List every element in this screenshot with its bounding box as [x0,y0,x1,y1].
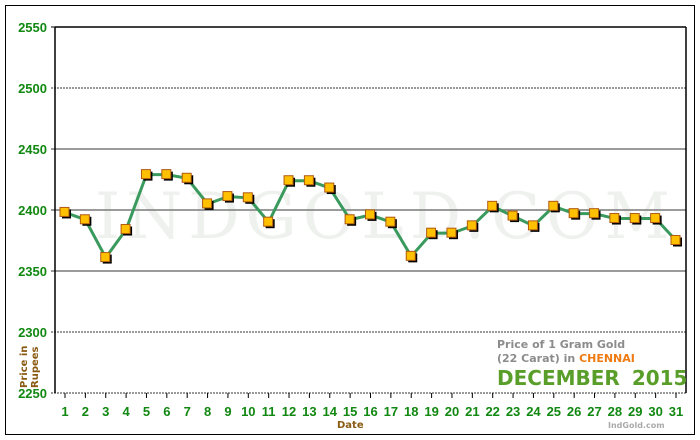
x-tick-label: 23 [506,404,520,419]
x-tick-label: 10 [241,404,255,419]
x-axis-title: Date [337,420,364,431]
data-point-marker [79,214,90,225]
site-credit: IndGold.com [608,421,665,430]
x-tick-label: 28 [608,404,622,419]
data-point-marker [405,250,416,261]
y-tick-label: 2400 [18,203,47,218]
x-tick-label: 20 [445,404,459,419]
x-tick-label: 12 [282,404,296,419]
y-tick-label: 2550 [18,20,47,35]
data-point-marker [609,213,620,224]
y-tick-label: 2350 [18,264,47,279]
caption-line2: (22 Carat) in CHENNAI [497,352,635,365]
x-tick-label: 4 [122,404,130,419]
x-tick-label: 9 [224,404,231,419]
x-tick-label: 6 [163,404,170,419]
x-tick-label: 30 [648,404,662,419]
y-axis-title: Price in Rupees [19,346,41,388]
x-tick-label: 18 [404,404,418,419]
x-axis-ticks: 1 2 3 4 5 6 7 8 9 10 11 12 13 14 15 16 17 18 19 20 21 22 23 24 2… [61,393,683,419]
data-point-marker [650,213,661,224]
data-point-marker [222,191,233,202]
svg-text:Price in: Price in [19,346,30,388]
x-tick-label: 29 [628,404,642,419]
data-point-marker [426,227,437,238]
x-tick-label: 24 [526,404,541,419]
data-point-marker [344,214,355,225]
data-point-marker [263,216,274,227]
x-tick-label: 1 [61,404,68,419]
data-point-marker [181,172,192,183]
data-point-marker [568,208,579,219]
data-point-marker [100,252,111,263]
data-point-marker [242,192,253,203]
x-tick-label: 3 [102,404,109,419]
x-tick-label: 21 [465,404,479,419]
data-point-marker [527,220,538,231]
data-point-marker [548,200,559,211]
x-tick-label: 19 [424,404,438,419]
caption-month-year: DECEMBER 2015 [497,366,687,390]
data-point-marker [120,224,131,235]
y-tick-label: 2300 [18,325,47,340]
data-point-marker [507,210,518,221]
data-point-marker [446,227,457,238]
x-tick-label: 8 [204,404,211,419]
x-tick-label: 14 [323,404,338,419]
x-tick-label: 16 [363,404,377,419]
data-point-marker [670,235,681,245]
y-tick-label: 2500 [18,81,47,96]
x-tick-label: 17 [384,404,398,419]
x-tick-label: 27 [587,404,601,419]
data-point-markers [59,169,682,264]
data-point-marker [140,169,151,180]
x-tick-label: 26 [567,404,581,419]
x-tick-label: 25 [547,404,561,419]
data-point-marker [324,182,335,193]
svg-text:Rupees: Rupees [30,346,41,388]
data-point-marker [283,175,294,186]
caption-line1: Price of 1 Gram Gold [497,338,625,351]
y-axis-ticks: 2250 2300 2350 2400 2450 2500 2550 [18,20,47,401]
x-tick-label: 7 [184,404,191,419]
y-tick-label: 2450 [18,142,47,157]
data-point-marker [59,206,70,217]
x-tick-label: 2 [82,404,89,419]
chart-caption: Price of 1 Gram Gold (22 Carat) in CHENN… [497,338,687,390]
data-point-marker [487,200,498,211]
x-tick-label: 13 [302,404,316,419]
x-tick-label: 31 [669,404,683,419]
y-tick-label: 2250 [18,386,47,401]
x-tick-label: 22 [485,404,499,419]
x-tick-label: 11 [262,404,276,419]
data-point-marker [365,209,375,220]
data-point-marker [161,169,172,180]
data-point-marker [589,208,600,219]
data-point-marker [466,220,477,231]
x-tick-label: 5 [143,404,150,419]
data-point-marker [629,213,640,224]
data-point-marker [303,175,314,186]
data-point-marker [202,198,213,209]
data-point-marker [385,216,396,227]
x-tick-label: 15 [343,404,357,419]
